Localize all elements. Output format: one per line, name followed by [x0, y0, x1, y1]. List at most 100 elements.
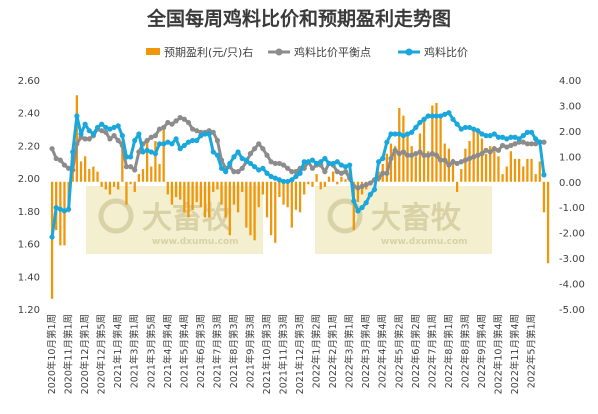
- ratio-point: [252, 164, 258, 170]
- balance-point: [458, 159, 464, 165]
- balance-point: [66, 165, 72, 171]
- profit-bar: [435, 102, 438, 182]
- profit-bar: [207, 181, 211, 218]
- profit-bar: [63, 181, 66, 246]
- x-tick-label: 2022年3月第1周: [344, 314, 356, 388]
- balance-point: [235, 169, 241, 175]
- profit-bar: [393, 146, 397, 182]
- y-left-tick: 1.40: [18, 272, 40, 283]
- ratio-point: [194, 137, 200, 144]
- balance-point: [487, 149, 493, 155]
- profit-bar: [340, 176, 343, 182]
- ratio-point: [181, 142, 187, 149]
- balance-point: [260, 146, 266, 152]
- balance-point: [334, 169, 340, 175]
- profit-bar: [410, 146, 413, 182]
- y-right-tick: -3.00: [559, 254, 585, 265]
- profit-bar: [121, 141, 124, 182]
- ratio-point: [185, 139, 192, 145]
- profit-bar: [75, 95, 79, 182]
- profit-bar: [174, 181, 178, 198]
- ratio-point: [119, 133, 125, 139]
- profit-bar: [422, 118, 426, 182]
- profit-bar: [137, 174, 141, 182]
- balance-point: [520, 139, 526, 145]
- profit-bar: [451, 158, 455, 182]
- ratio-point: [454, 121, 460, 127]
- balance-point: [425, 152, 431, 158]
- ratio-point: [297, 170, 303, 176]
- balance-point: [194, 128, 200, 134]
- ratio-point: [276, 177, 282, 183]
- ratio-point: [524, 129, 531, 135]
- x-tick-label: 2021年3月第1周: [129, 314, 141, 388]
- ratio-point: [90, 131, 96, 137]
- x-axis: 2020年10月第1周 2020年11月第1周 2020年12月第1周 2020年12…: [46, 314, 537, 394]
- x-tick-label: 2022年6月第2周: [410, 314, 422, 388]
- ratio-point: [479, 131, 485, 137]
- ratio-point: [330, 160, 336, 167]
- balance-point: [495, 147, 502, 153]
- balance-point: [82, 136, 88, 142]
- balance-point: [156, 126, 163, 132]
- ratio-point: [82, 121, 88, 127]
- balance-point: [524, 141, 531, 147]
- profit-bar: [216, 181, 219, 190]
- profit-bar: [464, 148, 467, 182]
- profit-bar: [232, 181, 236, 205]
- balance-point: [57, 157, 63, 163]
- x-tick-label: 2022年7月第1周: [426, 314, 438, 388]
- legend-label-profit: 预期盈利(元/只)右: [164, 45, 253, 59]
- ratio-point: [256, 167, 262, 173]
- balance-point: [322, 169, 328, 175]
- ratio-point: [61, 208, 68, 214]
- x-tick-label: 2021年3月第5周: [145, 314, 157, 388]
- watermark-logo-icon: [327, 198, 363, 234]
- ratio-point: [243, 157, 249, 163]
- ratio-point: [384, 139, 390, 145]
- x-tick-label: 2021年9月第3周: [244, 314, 256, 388]
- profit-bar: [154, 141, 157, 182]
- profit-bar: [513, 158, 517, 182]
- profit-bar: [455, 181, 459, 192]
- x-tick-label: 2021年12月第3周: [294, 314, 306, 394]
- ratio-point: [309, 157, 316, 163]
- ratio-point: [161, 141, 167, 147]
- profit-bar: [286, 181, 289, 208]
- ratio-point: [173, 136, 179, 142]
- profit-bar: [427, 151, 430, 182]
- balance-point: [438, 157, 444, 163]
- balance-point: [111, 133, 117, 139]
- balance-point: [107, 136, 113, 142]
- balance-point: [177, 115, 183, 121]
- ratio-point: [342, 164, 349, 170]
- balance-point: [442, 157, 448, 163]
- balance-point: [359, 183, 365, 189]
- profit-bar: [203, 181, 207, 218]
- profit-bar: [484, 153, 488, 182]
- ratio-point: [495, 134, 502, 140]
- y-left-tick: 2.40: [18, 109, 40, 120]
- balance-point: [136, 149, 142, 155]
- ratio-point: [123, 154, 130, 160]
- watermark-url: www.dxumu.com: [152, 237, 239, 247]
- ratio-point: [268, 173, 274, 180]
- balance-point: [231, 169, 237, 175]
- ratio-point: [371, 186, 378, 193]
- profit-bar: [50, 181, 54, 299]
- balance-point: [446, 162, 452, 168]
- ratio-point: [99, 121, 105, 127]
- balance-point: [404, 152, 411, 158]
- balance-point: [491, 146, 497, 152]
- y-left-tick: 1.20: [18, 305, 40, 316]
- ratio-point: [239, 155, 245, 162]
- profit-bar: [117, 181, 120, 190]
- balance-point: [417, 149, 423, 155]
- ratio-point: [446, 110, 452, 116]
- ratio-point: [533, 136, 539, 142]
- balance-point: [285, 165, 291, 171]
- ratio-point: [128, 154, 134, 160]
- ratio-point: [156, 141, 163, 147]
- legend-swatch-balance-marker: [275, 48, 283, 56]
